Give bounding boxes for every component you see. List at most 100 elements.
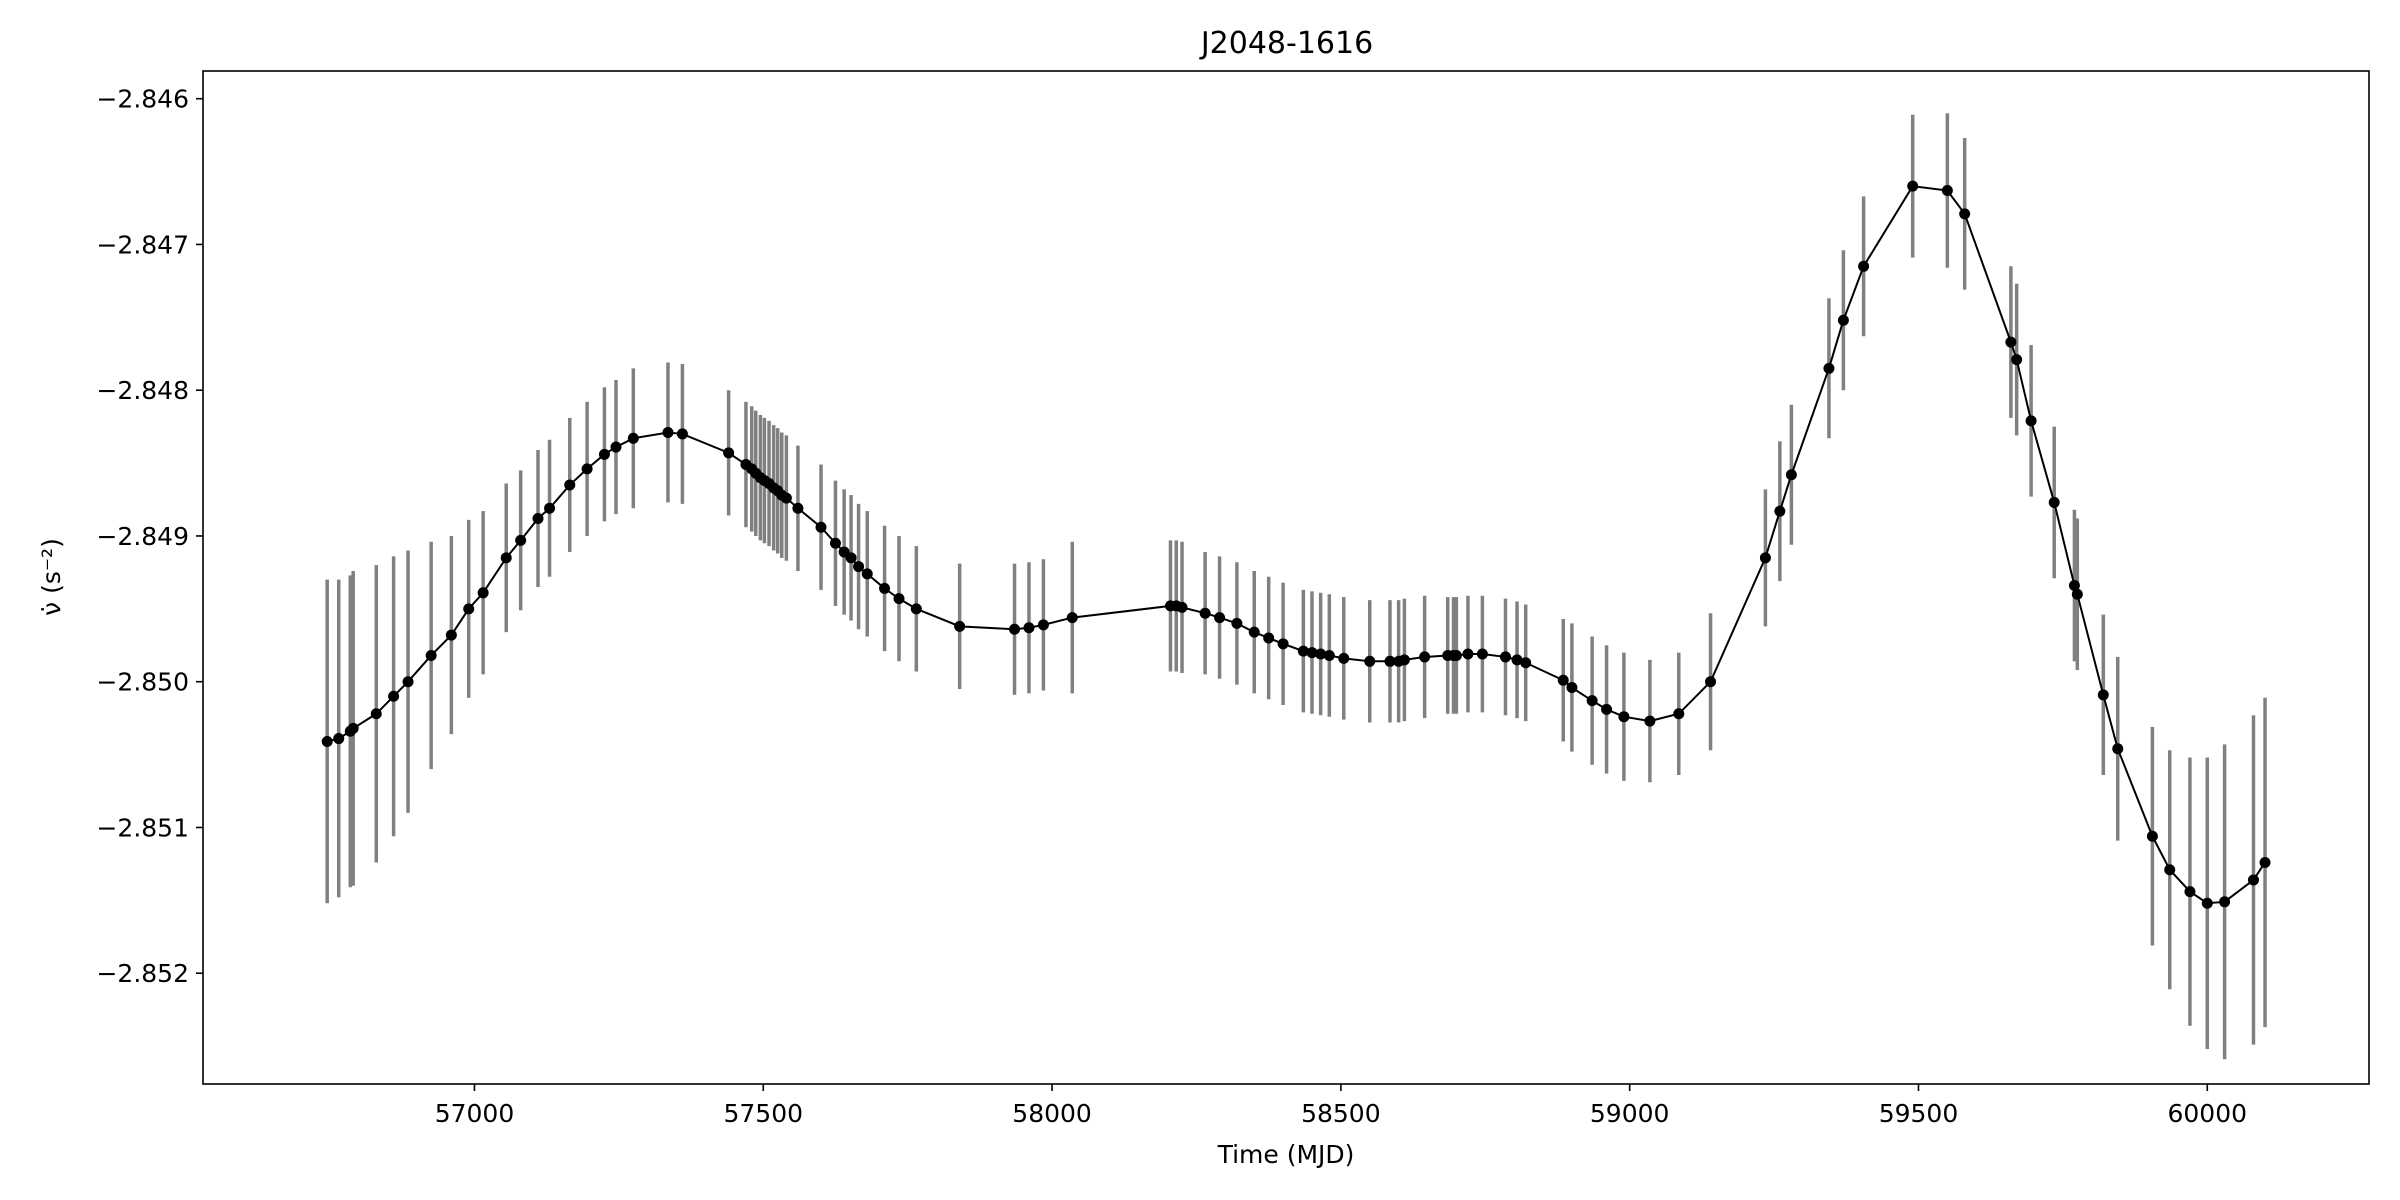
data-point	[2005, 336, 2017, 348]
data-point	[910, 603, 922, 615]
data-point	[333, 733, 345, 745]
data-point	[627, 432, 639, 444]
data-point	[1557, 674, 1569, 686]
y-tick-label: −2.852	[96, 959, 189, 988]
x-axis-label: Time (MJD)	[1217, 1140, 1355, 1169]
data-point	[845, 552, 857, 564]
data-point	[1214, 612, 1226, 624]
data-point	[581, 463, 593, 475]
data-point	[2247, 874, 2259, 886]
data-point	[1023, 622, 1035, 634]
y-tick-label: −2.847	[96, 230, 189, 259]
data-point	[1907, 180, 1919, 192]
data-point	[2164, 864, 2176, 876]
data-point	[893, 593, 905, 605]
marker-layer	[321, 180, 2271, 909]
data-point	[1476, 648, 1488, 660]
data-point	[1037, 619, 1049, 631]
data-point	[1941, 185, 1953, 197]
data-point	[1323, 649, 1335, 661]
data-point	[815, 521, 827, 533]
data-point	[780, 492, 792, 504]
data-point	[1499, 651, 1511, 663]
data-point	[388, 690, 400, 702]
data-point	[2219, 896, 2231, 908]
data-point	[1277, 638, 1289, 650]
y-axis: −2.846 −2.847 −2.848 −2.849 −2.850 −2.851 −2.8…	[96, 85, 203, 988]
data-point	[1566, 682, 1578, 694]
data-point	[1511, 654, 1523, 666]
data-point	[2259, 856, 2271, 868]
data-point	[861, 568, 873, 580]
data-point	[1520, 657, 1532, 669]
data-point	[1199, 607, 1211, 619]
data-point	[2048, 496, 2060, 508]
data-point	[2025, 415, 2037, 427]
data-point	[2146, 830, 2158, 842]
data-point	[723, 447, 735, 459]
data-point	[1315, 648, 1327, 660]
y-axis-label: ν̇ (s⁻²)	[37, 538, 66, 616]
data-point	[402, 676, 414, 688]
data-point	[1601, 703, 1613, 715]
data-point	[1959, 208, 1971, 220]
data-point	[662, 426, 674, 438]
data-point	[1231, 617, 1243, 629]
data-point	[1384, 655, 1396, 667]
data-point	[2112, 743, 2124, 755]
data-point	[321, 735, 333, 747]
data-point	[1586, 695, 1598, 707]
data-point	[1644, 715, 1656, 727]
data-point	[425, 649, 437, 661]
data-point	[1837, 314, 1849, 326]
x-tick-label: 60000	[2168, 1099, 2248, 1128]
data-point	[370, 708, 382, 720]
data-point	[879, 582, 891, 594]
data-point	[1419, 651, 1431, 663]
data-point	[2068, 580, 2080, 592]
data-point	[1306, 647, 1318, 659]
data-point	[1398, 654, 1410, 666]
data-point	[347, 722, 359, 734]
chart-title: J2048-1616	[1199, 26, 1373, 61]
data-point	[1823, 362, 1835, 374]
data-point	[1066, 612, 1078, 624]
data-point	[1673, 708, 1685, 720]
data-point	[792, 502, 804, 514]
data-point	[515, 534, 527, 546]
y-tick-label: −2.846	[96, 85, 189, 114]
x-axis: 57000 57500 58000 58500 59000 59500 60000	[435, 1084, 2247, 1128]
y-tick-label: −2.848	[96, 376, 189, 405]
data-point	[564, 479, 576, 491]
x-tick-label: 58500	[1301, 1099, 1381, 1128]
data-point	[2184, 886, 2196, 898]
x-tick-label: 59000	[1590, 1099, 1670, 1128]
data-point	[1450, 649, 1462, 661]
x-tick-label: 57000	[435, 1099, 515, 1128]
data-point	[1263, 632, 1275, 644]
data-point	[1248, 626, 1260, 638]
x-tick-label: 58000	[1012, 1099, 1092, 1128]
data-point	[544, 502, 556, 514]
data-point	[1176, 601, 1188, 613]
data-point	[2097, 689, 2109, 701]
data-point	[676, 428, 688, 440]
data-point	[1785, 469, 1797, 481]
data-point	[532, 512, 544, 524]
data-point	[954, 620, 966, 632]
data-point	[1009, 623, 1021, 635]
data-point	[610, 441, 622, 453]
data-point	[1462, 648, 1474, 660]
data-point	[1759, 552, 1771, 564]
data-point	[463, 603, 475, 615]
y-tick-label: −2.850	[96, 668, 189, 697]
data-point	[477, 587, 489, 599]
x-tick-label: 57500	[724, 1099, 804, 1128]
data-point	[829, 537, 841, 549]
data-point	[2071, 588, 2083, 600]
data-point	[853, 561, 865, 573]
y-tick-label: −2.849	[96, 522, 189, 551]
data-point	[500, 552, 512, 564]
